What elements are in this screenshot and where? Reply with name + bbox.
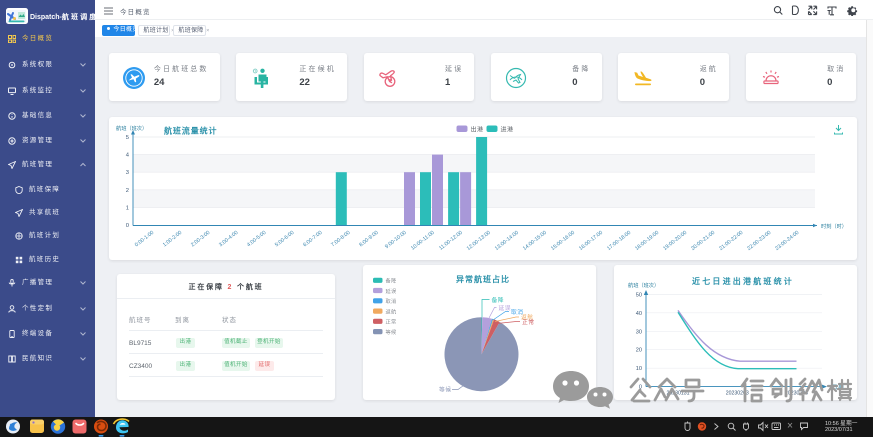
svg-text:17:00-18:00: 17:00-18:00 [606,230,632,252]
svg-text:返航: 返航 [521,313,534,321]
svg-text:近七日进出港航班统计: 近七日进出港航班统计 [692,276,794,286]
svg-text:2: 2 [126,188,129,194]
svg-text:5:00-6:00: 5:00-6:00 [274,230,295,249]
svg-text:备降: 备降 [492,296,505,304]
svg-text:6:00-7:00: 6:00-7:00 [302,230,323,249]
svg-text:15:00-16:00: 15:00-16:00 [550,230,576,252]
svg-text:0: 0 [126,223,129,229]
svg-text:5: 5 [126,135,129,141]
svg-text:取消: 取消 [511,308,524,316]
svg-text:23:00-24:00: 23:00-24:00 [774,230,800,252]
svg-text:30: 30 [636,329,642,335]
svg-text:0: 0 [639,385,642,391]
svg-text:0:00-1:00: 0:00-1:00 [134,230,155,249]
svg-text:进港: 进港 [501,126,514,134]
svg-text:20:00-21:00: 20:00-21:00 [690,230,716,252]
svg-text:异常航班占比: 异常航班占比 [456,274,510,284]
svg-text:8:00-9:00: 8:00-9:00 [358,230,379,249]
svg-text:16:00-17:00: 16:00-17:00 [578,230,604,252]
svg-text:20230203: 20230203 [726,391,749,397]
svg-text:18:00-19:00: 18:00-19:00 [634,230,660,252]
svg-text:40: 40 [636,311,642,317]
svg-text:备降: 备降 [386,277,397,285]
svg-text:正常: 正常 [522,318,535,326]
svg-text:12:00-13:00: 12:00-13:00 [466,230,492,252]
svg-text:7:00-8:00: 7:00-8:00 [330,230,351,249]
svg-text:20230131: 20230131 [666,391,689,397]
svg-text:10:00-11:00: 10:00-11:00 [410,230,436,252]
svg-text:21:00-22:00: 21:00-22:00 [718,230,744,252]
svg-text:20230206: 20230206 [785,391,808,397]
svg-text:1:00-2:00: 1:00-2:00 [162,230,183,249]
svg-text:10: 10 [636,366,642,372]
svg-text:20: 20 [636,348,642,354]
svg-text:日期: 日期 [832,384,844,391]
svg-text:22:00-23:00: 22:00-23:00 [746,230,772,252]
svg-text:返航: 返航 [386,307,397,315]
svg-text:等候: 等候 [386,328,397,336]
svg-text:出港: 出港 [471,126,484,134]
svg-text:3: 3 [126,170,129,176]
svg-text:等候: 等候 [439,386,452,394]
svg-text:2:00-3:00: 2:00-3:00 [190,230,211,249]
svg-text:正常: 正常 [386,318,397,326]
svg-text:延误: 延误 [499,304,512,312]
svg-text:4:00-5:00: 4:00-5:00 [246,230,267,249]
svg-text:延误: 延误 [386,287,397,295]
svg-text:航班（班次）: 航班（班次） [116,124,147,132]
svg-text:航班（班次）: 航班（班次） [628,281,659,289]
svg-text:11:00-12:00: 11:00-12:00 [438,230,464,252]
svg-text:13:00-14:00: 13:00-14:00 [494,230,520,252]
svg-text:1: 1 [126,205,129,211]
svg-text:4: 4 [126,153,130,159]
svg-text:9:00-10:00: 9:00-10:00 [384,230,408,250]
svg-text:航班流量统计: 航班流量统计 [164,126,217,136]
svg-text:50: 50 [636,292,642,298]
svg-text:取消: 取消 [386,297,397,305]
svg-text:19:00-20:00: 19:00-20:00 [662,230,688,252]
svg-text:时刻（时）: 时刻（时） [821,222,847,230]
svg-text:3:00-4:00: 3:00-4:00 [218,230,239,249]
svg-text:14:00-15:00: 14:00-15:00 [522,230,548,252]
